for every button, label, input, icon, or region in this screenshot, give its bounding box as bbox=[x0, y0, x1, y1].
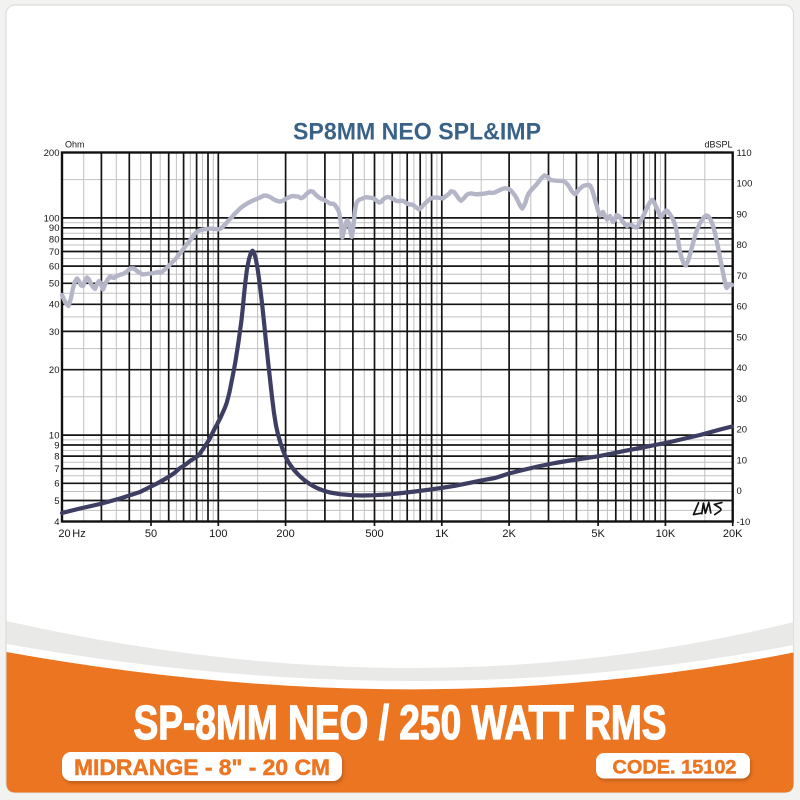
svg-text:70: 70 bbox=[737, 271, 748, 282]
svg-text:1K: 1K bbox=[435, 528, 449, 540]
svg-text:80: 80 bbox=[49, 234, 60, 245]
svg-text:30: 30 bbox=[737, 394, 748, 405]
svg-text:8: 8 bbox=[54, 452, 59, 463]
svg-text:100: 100 bbox=[737, 179, 753, 190]
svg-text:500: 500 bbox=[365, 528, 383, 540]
svg-text:90: 90 bbox=[49, 223, 60, 234]
svg-text:10: 10 bbox=[737, 455, 748, 466]
svg-text:50: 50 bbox=[145, 528, 157, 540]
svg-text:10: 10 bbox=[49, 431, 60, 442]
svg-text:100: 100 bbox=[44, 213, 60, 224]
svg-text:0: 0 bbox=[737, 486, 742, 497]
svg-text:200: 200 bbox=[276, 528, 294, 540]
svg-text:60: 60 bbox=[49, 262, 60, 273]
svg-text:7: 7 bbox=[54, 464, 59, 475]
svg-text:9: 9 bbox=[54, 440, 59, 451]
svg-text:20: 20 bbox=[49, 365, 60, 376]
svg-text:2K: 2K bbox=[502, 528, 516, 540]
svg-text:5: 5 bbox=[54, 496, 59, 507]
svg-text:SP8MM NEO SPL&IMP: SP8MM NEO SPL&IMP bbox=[293, 119, 541, 146]
svg-text:20: 20 bbox=[737, 425, 748, 436]
svg-text:50: 50 bbox=[737, 332, 748, 343]
svg-text:40: 40 bbox=[49, 300, 60, 311]
svg-text:40: 40 bbox=[737, 363, 748, 374]
svg-text:4: 4 bbox=[54, 517, 59, 528]
svg-text:100: 100 bbox=[209, 528, 227, 540]
svg-text:10K: 10K bbox=[656, 528, 676, 540]
svg-text:60: 60 bbox=[737, 302, 748, 313]
svg-text:50: 50 bbox=[49, 279, 60, 290]
svg-text:SP-8MM NEO / 250 WATT RMS: SP-8MM NEO / 250 WATT RMS bbox=[134, 697, 667, 750]
svg-text:80: 80 bbox=[737, 240, 748, 251]
svg-text:MIDRANGE - 8" - 20 CM: MIDRANGE - 8" - 20 CM bbox=[74, 755, 330, 780]
svg-text:90: 90 bbox=[737, 209, 748, 220]
svg-text:200: 200 bbox=[44, 148, 60, 159]
svg-text:5K: 5K bbox=[591, 528, 605, 540]
svg-text:CODE. 15102: CODE. 15102 bbox=[613, 757, 737, 779]
svg-text:70: 70 bbox=[49, 247, 60, 258]
svg-text:-10: -10 bbox=[737, 517, 751, 528]
svg-text:110: 110 bbox=[737, 148, 752, 159]
svg-text:30: 30 bbox=[49, 327, 60, 338]
svg-text:20: 20 bbox=[58, 528, 70, 540]
svg-text:Hz: Hz bbox=[72, 528, 85, 540]
svg-text:Ohm: Ohm bbox=[65, 140, 85, 150]
svg-text:6: 6 bbox=[54, 479, 59, 490]
svg-text:dBSPL: dBSPL bbox=[705, 140, 733, 150]
svg-text:20K: 20K bbox=[723, 528, 743, 540]
